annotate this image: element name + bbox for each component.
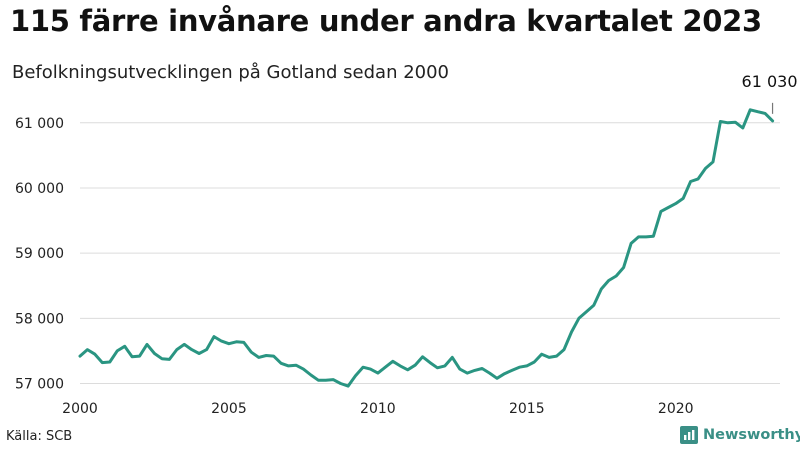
x-tick-label: 2020 [658,401,694,417]
chart-title: 115 färre invånare under andra kvartalet… [10,4,762,38]
y-tick-label: 60 000 [15,181,64,197]
last-value-label: 61 030 [742,72,798,91]
newsworthy-logo-icon [680,426,698,444]
y-tick-label: 59 000 [15,246,64,262]
brand-name: Newsworthy [703,427,800,443]
x-tick-label: 2015 [509,401,545,417]
brand-logo: Newsworthy [680,426,800,444]
x-tick-label: 2010 [360,401,396,417]
y-tick-label: 57 000 [15,376,64,392]
source-note: Källa: SCB [6,429,73,444]
y-tick-label: 58 000 [15,311,64,327]
series-line [78,108,775,388]
x-tick-label: 2000 [62,401,98,417]
chart-subtitle: Befolkningsutvecklingen på Gotland sedan… [12,62,450,83]
y-tick-label: 61 000 [15,116,64,132]
x-tick-label: 2005 [211,401,247,417]
